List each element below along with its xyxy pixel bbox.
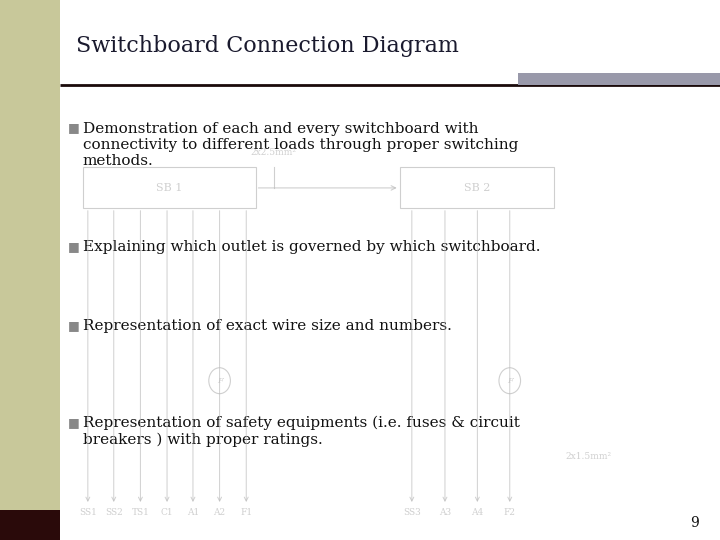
Text: 2x2.5mm²: 2x2.5mm² xyxy=(251,147,297,157)
Text: SB 1: SB 1 xyxy=(156,183,182,193)
Text: Representation of safety equipments (i.e. fuses & circuit
breakers ) with proper: Representation of safety equipments (i.e… xyxy=(83,416,520,447)
Text: ■: ■ xyxy=(68,416,79,429)
Text: Switchboard Connection Diagram: Switchboard Connection Diagram xyxy=(76,35,459,57)
Text: Explaining which outlet is governed by which switchboard.: Explaining which outlet is governed by w… xyxy=(83,240,540,254)
Text: F2: F2 xyxy=(504,508,516,517)
Text: TS1: TS1 xyxy=(132,508,149,517)
Text: ■: ■ xyxy=(68,319,79,332)
Text: A4: A4 xyxy=(471,508,484,517)
Text: 9: 9 xyxy=(690,516,698,530)
Ellipse shape xyxy=(209,368,230,394)
Text: SS3: SS3 xyxy=(403,508,420,517)
Text: Demonstration of each and every switchboard with
connectivity to different loads: Demonstration of each and every switchbo… xyxy=(83,122,518,168)
Text: C1: C1 xyxy=(161,508,174,517)
Text: SS2: SS2 xyxy=(105,508,122,517)
Bar xyxy=(0,510,60,540)
Text: ■: ■ xyxy=(68,240,79,253)
Bar xyxy=(83,167,256,208)
Ellipse shape xyxy=(499,368,521,394)
Bar xyxy=(518,73,720,85)
Text: F1: F1 xyxy=(240,508,252,517)
Text: 2x1.5mm²: 2x1.5mm² xyxy=(565,452,611,461)
Text: ■: ■ xyxy=(68,122,79,134)
Text: SS1: SS1 xyxy=(79,508,96,517)
Text: Representation of exact wire size and numbers.: Representation of exact wire size and nu… xyxy=(83,319,451,333)
Bar xyxy=(400,167,554,208)
Text: A3: A3 xyxy=(439,508,451,517)
Text: A1: A1 xyxy=(186,508,199,517)
Text: F: F xyxy=(217,377,222,384)
Bar xyxy=(0,0,60,540)
Text: SB 2: SB 2 xyxy=(464,183,490,193)
Text: F: F xyxy=(507,377,513,384)
Text: A2: A2 xyxy=(214,508,225,517)
